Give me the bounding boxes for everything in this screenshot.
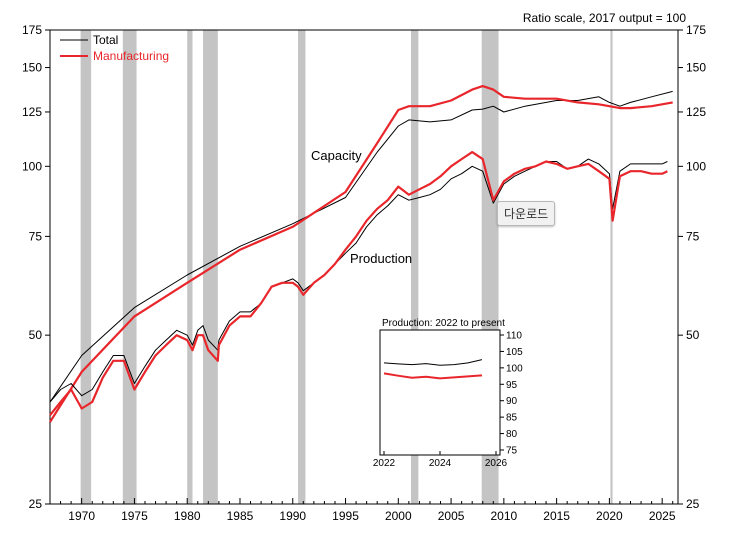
x-tick-label-1990: 1990 bbox=[279, 509, 306, 523]
series-line-1 bbox=[49, 84, 673, 423]
x-tick-label-1975: 1975 bbox=[121, 509, 148, 523]
y-tick-label-left-175: 175 bbox=[22, 23, 42, 37]
y-tick-label-left-75: 75 bbox=[29, 229, 43, 243]
x-tick-label-2005: 2005 bbox=[438, 509, 465, 523]
inset-y-tick-label-75: 75 bbox=[506, 446, 518, 457]
chart-title: Ratio scale, 2017 output = 100 bbox=[523, 11, 686, 25]
y-axis-left: 25 50 75 100 125 150 175 bbox=[22, 23, 50, 511]
annotation-production: Production bbox=[350, 251, 412, 266]
y-tick-label-left-25: 25 bbox=[29, 497, 43, 511]
y-tick-label-left-100: 100 bbox=[22, 159, 42, 173]
x-tick-label-2020: 2020 bbox=[596, 509, 623, 523]
x-tick-label-1980: 1980 bbox=[174, 509, 201, 523]
series-line-2 bbox=[49, 158, 668, 403]
x-tick-label-1970: 1970 bbox=[68, 509, 95, 523]
y-tick-label-right-50: 50 bbox=[686, 328, 700, 342]
y-tick-label-left-150: 150 bbox=[22, 61, 42, 75]
inset-series-line-1 bbox=[383, 372, 483, 380]
inset-y-tick-label-85: 85 bbox=[506, 413, 518, 424]
inset-y-tick-label-80: 80 bbox=[506, 429, 518, 440]
recession-band-1 bbox=[122, 30, 137, 504]
y-tick-label-right-25: 25 bbox=[686, 497, 700, 511]
y-tick-label-right-75: 75 bbox=[686, 229, 700, 243]
inset-y-tick-label-105: 105 bbox=[506, 347, 523, 358]
legend-label-manufacturing: Manufacturing bbox=[93, 49, 169, 63]
x-tick-label-2025: 2025 bbox=[649, 509, 676, 523]
y-tick-label-right-150: 150 bbox=[686, 61, 706, 75]
x-axis: 1970 1975 1980 1985 1990 1995 2000 2005 2010 2015… bbox=[49, 498, 676, 523]
annotation-capacity: Capacity bbox=[311, 148, 362, 163]
x-tick-label-2010: 2010 bbox=[490, 509, 517, 523]
inset-title: Production: 2022 to present bbox=[382, 318, 505, 329]
inset-x-tick-label-2022: 2022 bbox=[373, 458, 396, 469]
y-tick-label-right-125: 125 bbox=[686, 105, 706, 119]
x-tick-label-1985: 1985 bbox=[227, 509, 254, 523]
x-tick-label-2015: 2015 bbox=[543, 509, 570, 523]
recession-band-5 bbox=[410, 30, 419, 504]
inset-lines bbox=[383, 359, 483, 380]
recession-band-7 bbox=[610, 30, 613, 504]
inset-series-line-0 bbox=[383, 359, 483, 366]
recession-band-0 bbox=[80, 30, 92, 504]
recession-band-4 bbox=[298, 30, 306, 504]
inset-y-tick-label-90: 90 bbox=[506, 396, 518, 407]
x-tick-label-1995: 1995 bbox=[332, 509, 359, 523]
x-tick-label-2000: 2000 bbox=[385, 509, 412, 523]
legend-label-total: Total bbox=[93, 33, 118, 47]
inset-chart: Production: 2022 to present 75 80 85 90 95 10… bbox=[373, 318, 523, 469]
inset-frame bbox=[379, 329, 501, 456]
download-tooltip[interactable]: 다운로드 bbox=[497, 201, 556, 226]
series-line-0 bbox=[49, 90, 673, 403]
y-tick-label-right-100: 100 bbox=[686, 159, 706, 173]
legend: Total Manufacturing bbox=[60, 33, 169, 63]
series-lines bbox=[49, 84, 673, 423]
inset-y-tick-label-95: 95 bbox=[506, 380, 518, 391]
inset-x-tick-label-2024: 2024 bbox=[429, 458, 452, 469]
y-tick-label-left-50: 50 bbox=[29, 328, 43, 342]
inset-y-tick-label-100: 100 bbox=[506, 363, 523, 374]
inset-y-tick-label-110: 110 bbox=[506, 331, 522, 342]
recession-band-2 bbox=[187, 30, 193, 504]
series-line-3 bbox=[49, 151, 668, 416]
y-tick-label-left-125: 125 bbox=[22, 105, 42, 119]
y-tick-label-right-175: 175 bbox=[686, 23, 706, 37]
plot-frame bbox=[49, 29, 679, 505]
y-axis-right: 25 50 75 100 125 150 175 bbox=[678, 23, 706, 511]
inset-axes: 75 80 85 90 95 100 105 110 2022 2024 2026 bbox=[373, 331, 523, 470]
recession-bands bbox=[80, 30, 613, 504]
inset-x-tick-label-2026: 2026 bbox=[485, 458, 508, 469]
